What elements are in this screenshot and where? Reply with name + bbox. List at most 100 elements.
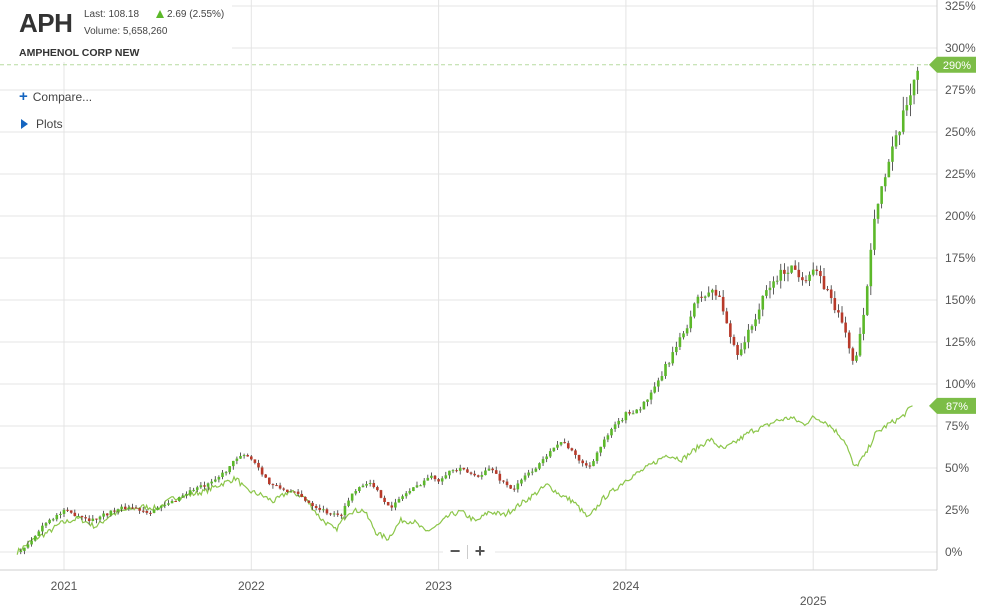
candle-up <box>678 337 682 347</box>
candle-down <box>278 485 282 489</box>
play-triangle-icon <box>21 119 28 129</box>
candle-down <box>822 276 826 290</box>
candle-up <box>412 487 415 492</box>
candle-up <box>451 470 455 472</box>
candle-up <box>905 105 909 111</box>
candle-down <box>584 463 588 466</box>
candle-up <box>624 412 628 421</box>
candle-up <box>23 547 26 551</box>
candle-up <box>891 146 894 162</box>
y-tick-label: 175% <box>945 251 976 265</box>
candle-up <box>487 468 491 471</box>
last-price-badge-shape <box>929 56 976 73</box>
benchmark-line <box>16 405 913 555</box>
candle-down <box>253 459 257 463</box>
zoom-in-button[interactable]: + <box>474 541 486 561</box>
candle-down <box>383 497 386 502</box>
candle-up <box>779 269 783 281</box>
y-tick-label: 0% <box>945 545 963 559</box>
candle-down <box>257 462 260 468</box>
x-tick-label: 2024 <box>613 579 640 593</box>
candle-down <box>783 269 786 274</box>
candle-up <box>520 479 523 484</box>
candle-up <box>444 475 448 479</box>
candle-up <box>617 420 620 425</box>
candle-up <box>595 452 599 462</box>
candle-up <box>48 519 51 524</box>
candle-down <box>390 505 394 508</box>
candle-up <box>44 523 48 526</box>
candle-down <box>462 467 466 470</box>
benchmark-path <box>16 405 913 555</box>
candle-down <box>815 269 819 271</box>
candle-up <box>613 424 617 429</box>
candle-down <box>304 496 307 501</box>
plots-button[interactable]: Plots <box>19 117 63 131</box>
candle-up <box>152 509 156 513</box>
candle-up <box>642 401 646 410</box>
candle-down <box>264 474 268 478</box>
candle-down <box>69 510 73 513</box>
candle-down <box>80 516 84 518</box>
candle-up <box>664 364 667 377</box>
benchmark-badge-label: 87% <box>946 401 968 413</box>
candle-down <box>505 481 509 486</box>
candle-up <box>195 487 199 490</box>
candle-down <box>138 508 141 511</box>
candle-down <box>718 295 721 297</box>
candle-up <box>883 177 887 187</box>
candle-down <box>473 473 476 476</box>
volume: Volume: 5,658,260 <box>84 26 168 37</box>
candle-up <box>876 203 880 219</box>
candle-down <box>145 511 149 513</box>
candle-up <box>163 504 167 506</box>
candle-up <box>77 516 80 518</box>
candle-down <box>87 518 91 522</box>
candle-up <box>610 428 613 436</box>
candle-down <box>66 509 69 511</box>
candle-down <box>502 480 505 482</box>
candle-down <box>325 509 329 514</box>
candle-up <box>855 355 858 361</box>
candle-down <box>260 467 264 475</box>
candle-up <box>620 420 624 422</box>
y-tick-label: 25% <box>945 503 969 517</box>
candle-up <box>448 470 451 476</box>
candle-up <box>156 507 159 510</box>
x-tick-label: 2023 <box>425 579 452 593</box>
zoom-out-button[interactable]: − <box>449 541 461 561</box>
candle-down <box>714 289 718 296</box>
candle-down <box>851 348 855 361</box>
candle-up <box>858 333 862 356</box>
candle-up <box>689 316 693 329</box>
price-change: 2.69 (2.55%) <box>156 9 224 20</box>
y-tick-label: 325% <box>945 0 976 13</box>
y-tick-label: 75% <box>945 419 969 433</box>
candle-up <box>653 386 657 393</box>
candle-up <box>901 110 905 132</box>
compare-button[interactable]: + Compare... <box>19 88 92 105</box>
candle-down <box>149 512 152 514</box>
candle-up <box>808 274 811 281</box>
candle-up <box>408 491 412 494</box>
candle-up <box>693 303 696 317</box>
candle-up <box>757 309 761 320</box>
candle-up <box>761 295 765 310</box>
candle-down <box>296 491 300 494</box>
candle-down <box>293 491 296 493</box>
candle-down <box>123 506 127 510</box>
candle-down <box>570 448 574 451</box>
candle-up <box>703 296 707 298</box>
candle-up <box>62 509 66 514</box>
candle-up <box>811 269 815 275</box>
candle-up <box>332 513 336 515</box>
candle-up <box>415 485 419 488</box>
candle-up <box>239 455 242 459</box>
candle-up <box>602 439 606 447</box>
candle-up <box>167 503 170 505</box>
candle-up <box>675 346 678 353</box>
candle-down <box>300 493 304 497</box>
candle-up <box>361 485 365 488</box>
